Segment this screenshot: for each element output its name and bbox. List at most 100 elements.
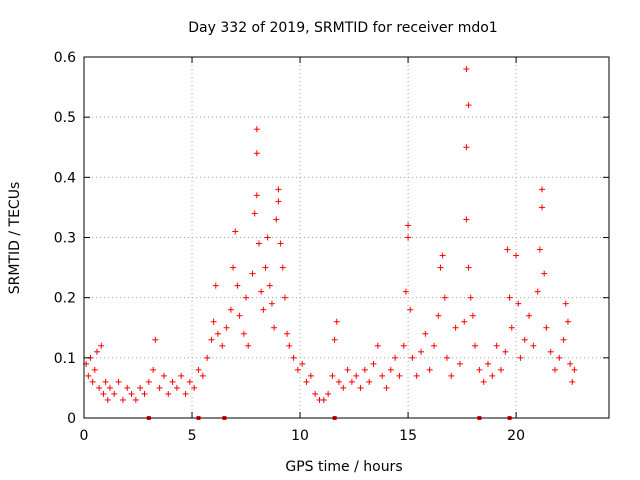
data-point bbox=[89, 378, 96, 385]
data-point bbox=[560, 336, 567, 343]
data-point bbox=[294, 366, 301, 373]
data-point bbox=[361, 366, 368, 373]
data-point bbox=[562, 300, 569, 307]
y-tick-label: 0.1 bbox=[54, 351, 76, 367]
y-tick-label: 0 bbox=[67, 411, 76, 427]
data-point bbox=[366, 378, 373, 385]
data-point bbox=[199, 372, 206, 379]
data-point bbox=[96, 384, 103, 391]
data-point bbox=[567, 360, 574, 367]
data-point bbox=[357, 384, 364, 391]
data-point bbox=[506, 294, 513, 301]
data-point bbox=[320, 396, 327, 403]
data-point bbox=[463, 66, 470, 73]
data-point bbox=[260, 306, 267, 313]
data-point bbox=[165, 390, 172, 397]
y-tick-label: 0.3 bbox=[54, 231, 76, 247]
x-axis-label: GPS time / hours bbox=[285, 459, 402, 475]
data-point bbox=[463, 144, 470, 151]
data-point bbox=[569, 378, 576, 385]
x-tick-label: 20 bbox=[507, 428, 525, 444]
data-point bbox=[141, 390, 148, 397]
data-point bbox=[407, 306, 414, 313]
data-point bbox=[340, 384, 347, 391]
data-point bbox=[132, 396, 139, 403]
data-point bbox=[100, 390, 107, 397]
data-point bbox=[253, 126, 260, 133]
data-point bbox=[526, 312, 533, 319]
data-point bbox=[461, 318, 468, 325]
data-point bbox=[111, 390, 118, 397]
data-point bbox=[467, 294, 474, 301]
data-point bbox=[534, 288, 541, 295]
data-point bbox=[335, 378, 342, 385]
data-point bbox=[223, 324, 230, 331]
data-point bbox=[240, 330, 247, 337]
data-point bbox=[234, 282, 241, 289]
data-point bbox=[536, 246, 543, 253]
chart-title: Day 332 of 2019, SRMTID for receiver mdo… bbox=[188, 20, 497, 36]
x-tick-label: 0 bbox=[80, 428, 89, 444]
data-point bbox=[504, 246, 511, 253]
data-point bbox=[493, 342, 500, 349]
y-axis: 0 0.1 0.2 0.3 0.4 0.5 0.6 bbox=[54, 50, 609, 427]
data-point bbox=[160, 372, 167, 379]
data-point bbox=[431, 342, 437, 349]
data-point bbox=[551, 366, 558, 373]
data-point bbox=[264, 234, 271, 241]
data-point bbox=[214, 330, 221, 337]
data-point bbox=[307, 372, 314, 379]
data-point bbox=[106, 384, 113, 391]
data-point bbox=[405, 222, 412, 229]
data-point bbox=[178, 372, 185, 379]
data-point bbox=[413, 372, 420, 379]
x-tick-label: 15 bbox=[399, 428, 417, 444]
data-point bbox=[333, 318, 340, 325]
data-point bbox=[219, 342, 226, 349]
data-point bbox=[204, 354, 211, 361]
data-point bbox=[374, 342, 381, 349]
data-point bbox=[227, 306, 234, 313]
data-point bbox=[452, 324, 459, 331]
data-point bbox=[437, 264, 444, 271]
data-point bbox=[271, 324, 278, 331]
data-point bbox=[489, 372, 496, 379]
data-point bbox=[268, 300, 275, 307]
data-point bbox=[530, 342, 537, 349]
data-point bbox=[564, 318, 571, 325]
data-point bbox=[515, 300, 522, 307]
data-point bbox=[543, 324, 550, 331]
data-point bbox=[443, 354, 450, 361]
data-point bbox=[275, 198, 282, 205]
data-point bbox=[98, 342, 105, 349]
data-point bbox=[465, 102, 472, 109]
data-point bbox=[325, 390, 332, 397]
data-point bbox=[191, 384, 198, 391]
data-point bbox=[463, 216, 470, 223]
data-point bbox=[383, 384, 390, 391]
data-point bbox=[262, 264, 269, 271]
data-point bbox=[145, 378, 152, 385]
data-point bbox=[331, 336, 338, 343]
data-point bbox=[210, 318, 217, 325]
y-tick-label: 0.5 bbox=[54, 110, 76, 126]
data-point bbox=[485, 360, 492, 367]
data-point bbox=[284, 330, 291, 337]
data-point bbox=[435, 312, 442, 319]
data-point bbox=[169, 378, 176, 385]
data-point bbox=[243, 294, 250, 301]
x-axis: 0 5 10 15 20 bbox=[80, 57, 525, 444]
y-tick-label: 0.2 bbox=[54, 291, 76, 307]
data-point bbox=[119, 396, 126, 403]
data-point bbox=[128, 390, 135, 397]
data-point bbox=[426, 366, 433, 373]
data-point bbox=[472, 342, 479, 349]
data-point bbox=[156, 384, 163, 391]
data-point bbox=[370, 360, 377, 367]
data-point bbox=[547, 348, 554, 355]
data-point bbox=[422, 330, 429, 337]
data-point bbox=[253, 150, 260, 157]
y-tick-label: 0.6 bbox=[54, 50, 76, 66]
data-point bbox=[502, 348, 509, 355]
